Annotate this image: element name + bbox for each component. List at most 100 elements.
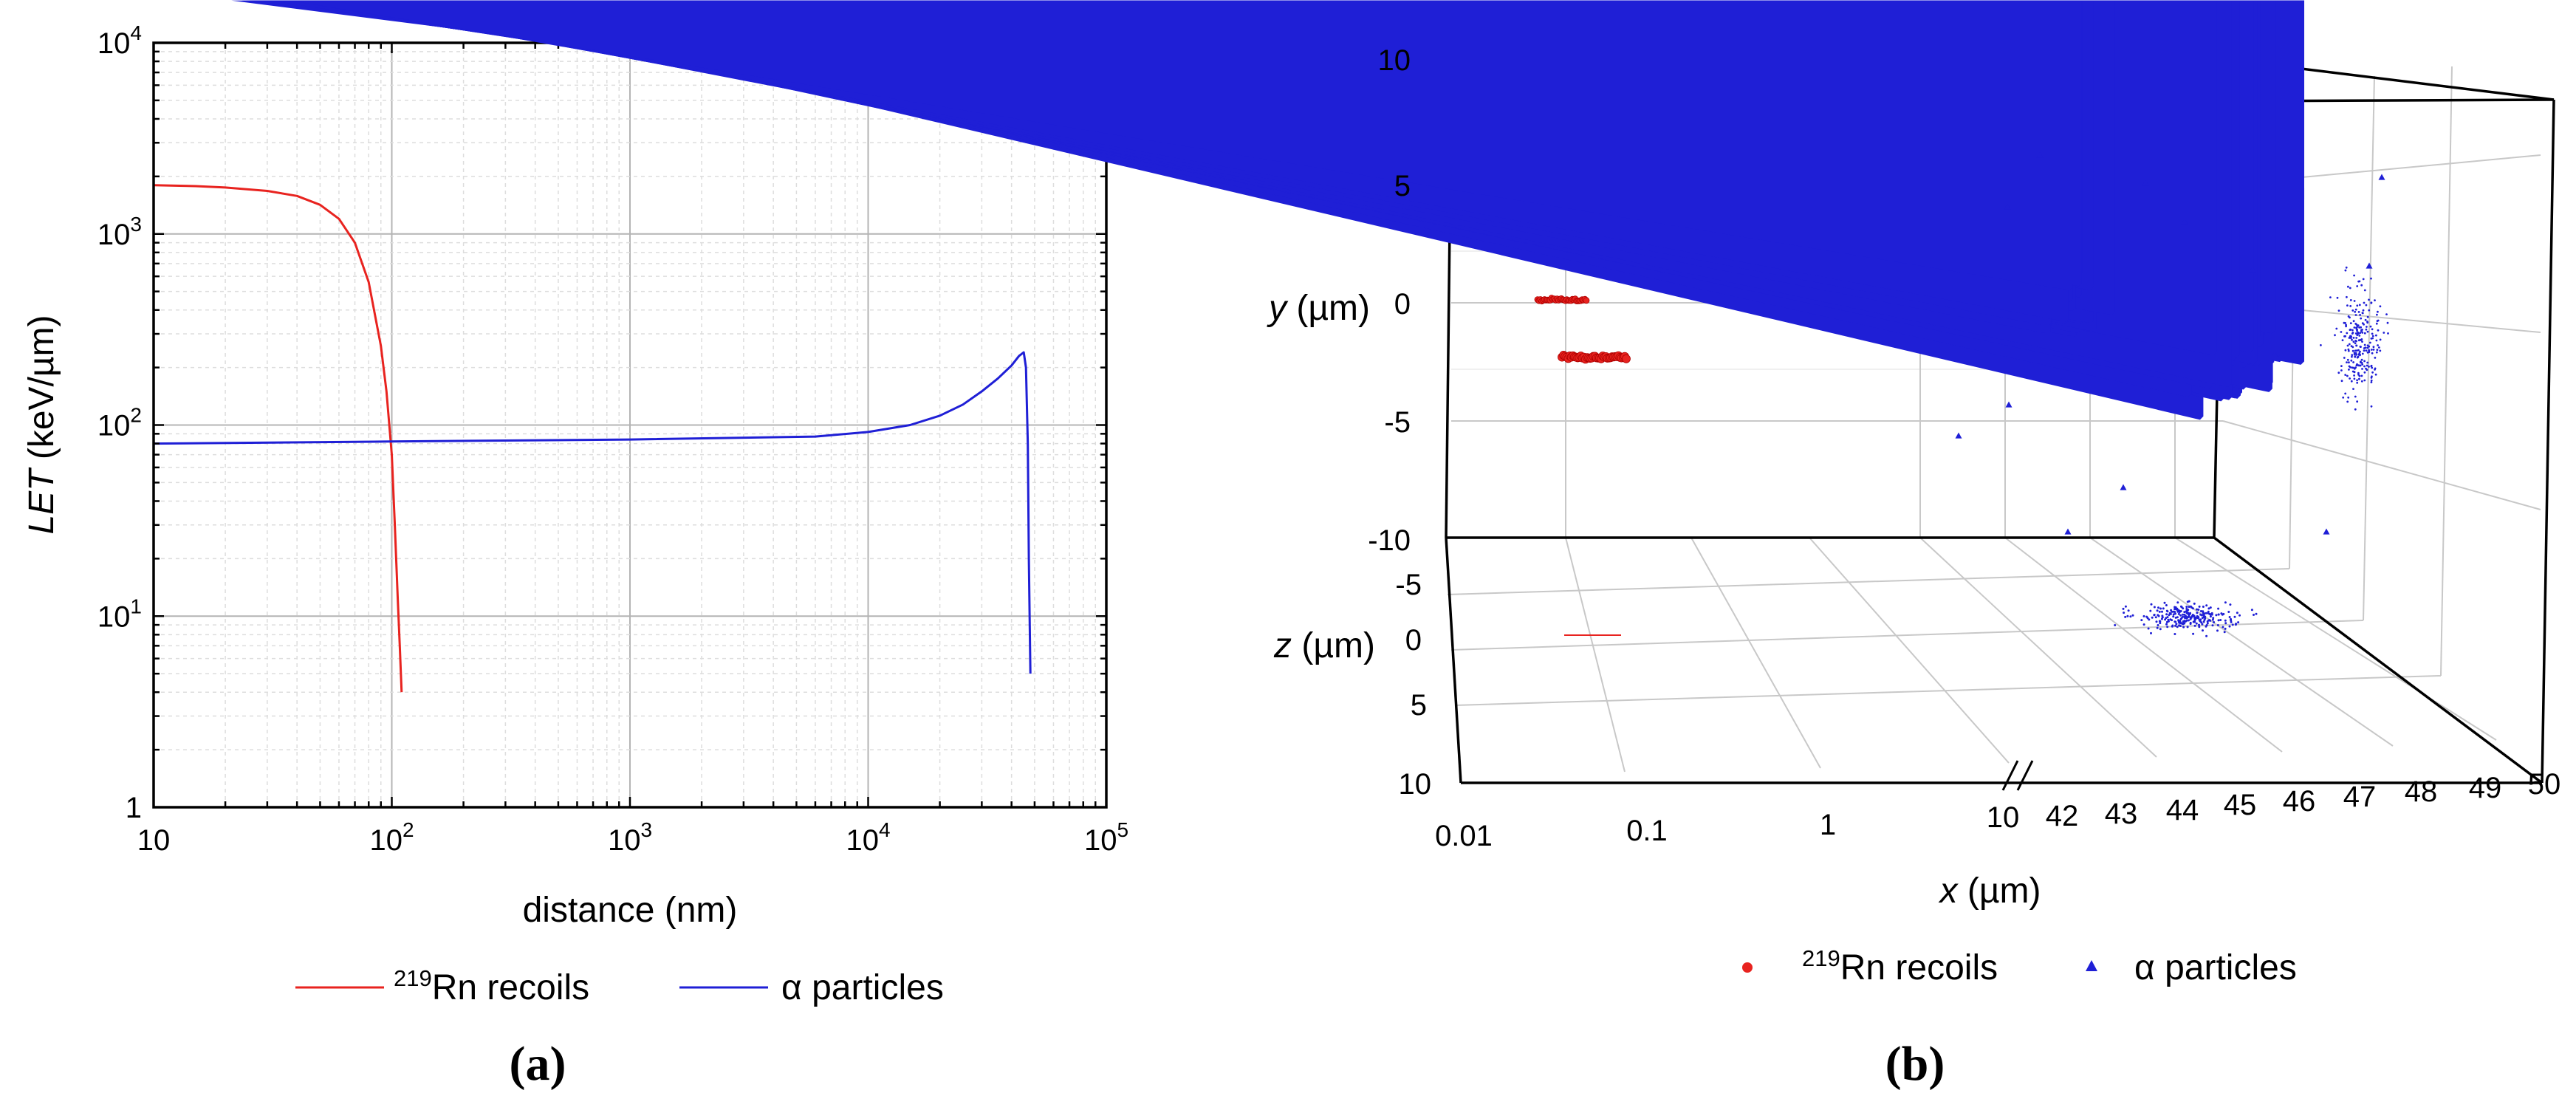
alpha-floor-projection-point (2250, 609, 2253, 612)
alpha-floor-projection-point (2190, 606, 2193, 609)
chart-b-legend-sup: 219 (1802, 945, 1840, 971)
alpha-side-projection-point (2363, 289, 2366, 292)
alpha-outlier-point (2378, 174, 2385, 180)
alpha-side-projection-point (2371, 332, 2374, 335)
y-tick-label: 101 (97, 595, 142, 633)
alpha-floor-projection-point (2207, 610, 2210, 613)
alpha-side-projection-point (2343, 357, 2346, 359)
alpha-side-projection-point (2370, 364, 2373, 367)
alpha-floor-projection-point (2222, 626, 2224, 629)
alpha-outlier-point (2064, 528, 2072, 535)
alpha-outlier-point (2036, 151, 2044, 158)
chart-b-legend-marker-recoils (1742, 962, 1753, 973)
alpha-side-projection-point (2368, 298, 2370, 301)
x-tick-label: 0.1 (1626, 815, 1668, 847)
alpha-floor-projection-point (2217, 607, 2220, 610)
alpha-floor-projection-point (2230, 617, 2232, 620)
alpha-floor-projection-point (2216, 629, 2219, 632)
alpha-side-projection-point (2366, 326, 2368, 328)
alpha-side-projection-point (2351, 329, 2354, 332)
alpha-floor-projection-point (2202, 629, 2204, 632)
chart-b-points (231, 0, 2389, 637)
alpha-side-projection-point (2366, 369, 2368, 371)
alpha-floor-projection-point (2205, 624, 2208, 626)
alpha-side-projection-point (2358, 326, 2361, 329)
y-tick-base: 10 (97, 219, 131, 251)
alpha-floor-projection-point (2181, 623, 2184, 626)
alpha-floor-projection-point (2131, 614, 2134, 617)
alpha-side-projection-point (2351, 332, 2354, 334)
alpha-side-projection-point (2362, 309, 2365, 312)
alpha-side-projection-point (2370, 379, 2373, 382)
alpha-outlier-point (2323, 528, 2330, 535)
alpha-floor-projection-point (2174, 620, 2177, 623)
alpha-side-projection-point (2365, 304, 2368, 306)
chart-a-ylabel-unit: (keV/µm) (22, 315, 61, 469)
alpha-side-projection-point (2347, 348, 2350, 351)
alpha-floor-projection-point (2183, 611, 2186, 614)
alpha-side-projection-point (2358, 374, 2361, 377)
alpha-floor-projection-point (2203, 619, 2206, 621)
alpha-floor-projection-point (2172, 610, 2175, 613)
alpha-floor-projection-point (2198, 618, 2201, 621)
alpha-side-projection-point (2352, 366, 2355, 369)
alpha-side-projection-point (2336, 296, 2339, 299)
alpha-side-projection-point (2355, 353, 2358, 356)
alpha-side-projection-point (2337, 309, 2340, 312)
alpha-side-projection-point (2349, 305, 2352, 307)
chart-a-legend-label-alpha: α particles (781, 968, 944, 1007)
alpha-side-projection-point (2376, 349, 2379, 352)
y-tick-exp: 2 (130, 404, 142, 427)
alpha-side-projection-point (2366, 330, 2369, 333)
alpha-floor-projection-point (2126, 614, 2129, 617)
alpha-floor-projection-point (2156, 626, 2159, 629)
alpha-side-projection-point (2340, 380, 2343, 383)
alpha-floor-projection-point (2159, 622, 2162, 625)
alpha-floor-projection-point (2187, 612, 2190, 614)
alpha-side-projection-point (2351, 309, 2354, 312)
alpha-side-projection-point (2350, 380, 2353, 383)
alpha-floor-projection-point (2176, 601, 2179, 604)
alpha-side-projection-point (2356, 400, 2359, 403)
y-tick-label: -5 (1384, 406, 1411, 439)
alpha-floor-projection-point (2205, 612, 2207, 614)
alpha-side-projection-point (2361, 332, 2364, 334)
alpha-floor-projection-point (2188, 600, 2190, 603)
alpha-side-projection-point (2352, 388, 2354, 390)
alpha-side-projection-point (2347, 396, 2350, 399)
alpha-side-projection-point (2354, 308, 2357, 311)
alpha-side-projection-point (2375, 351, 2378, 354)
alpha-floor-projection-point (2215, 614, 2218, 617)
y-tick-label: 10 (1378, 44, 1411, 77)
alpha-side-projection-point (2356, 285, 2359, 287)
chart-b-ylabel-italic: y (1267, 289, 1289, 328)
alpha-side-projection-point (2359, 354, 2361, 357)
alpha-side-projection-point (2352, 340, 2355, 343)
alpha-side-projection-point (2354, 408, 2357, 411)
chart-b-panel-label: (b) (1885, 1037, 1945, 1091)
alpha-side-projection-point (2344, 269, 2347, 272)
alpha-side-projection-point (2370, 381, 2373, 383)
x-tick-base: 10 (846, 824, 879, 857)
alpha-floor-projection-point (2198, 605, 2201, 608)
alpha-floor-projection-point (2190, 616, 2193, 619)
alpha-side-projection-point (2365, 349, 2368, 352)
alpha-side-projection-point (2379, 305, 2382, 308)
alpha-floor-projection-point (2153, 614, 2156, 617)
alpha-side-projection-point (2358, 280, 2361, 283)
alpha-floor-projection-point (2205, 634, 2208, 637)
x-tick-exp: 2 (402, 818, 414, 841)
floor-grid-v (1809, 537, 2010, 764)
alpha-floor-projection-point (2206, 622, 2209, 625)
alpha-floor-projection-point (2150, 603, 2153, 606)
alpha-side-projection-point (2353, 377, 2356, 380)
x-tick-base: 10 (137, 824, 171, 857)
chart-b-legend-label-alpha: α particles (2134, 948, 2297, 987)
alpha-floor-projection-point (2157, 606, 2159, 609)
alpha-floor-projection-point (2164, 618, 2167, 621)
alpha-side-projection-point (2363, 347, 2366, 349)
box-floor-right-edge (2213, 536, 2544, 784)
alpha-side-projection-point (2337, 371, 2340, 374)
alpha-side-projection-point (2346, 332, 2349, 335)
